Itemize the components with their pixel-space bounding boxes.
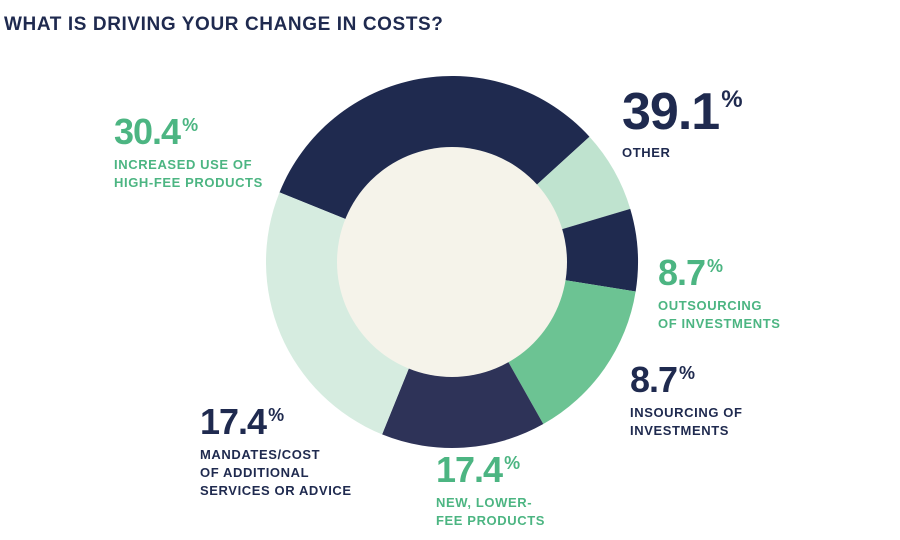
label-outsourcing: 8.7% OUTSOURCING OF INVESTMENTS — [658, 255, 781, 333]
category-label: OTHER — [622, 145, 671, 160]
category-label: NEW, LOWER- FEE PRODUCTS — [436, 495, 546, 528]
label-insourcing: 8.7% INSOURCING OF INVESTMENTS — [630, 362, 743, 440]
value-label: 17.4% — [200, 401, 284, 442]
value-label: 17.4% — [436, 449, 520, 490]
value-label: 8.7% — [630, 359, 695, 400]
value-label: 39.1% — [622, 83, 743, 141]
value-label: 8.7% — [658, 252, 723, 293]
category-label: OUTSOURCING OF INVESTMENTS — [658, 298, 781, 331]
label-other: 39.1% OTHER — [622, 83, 743, 162]
label-new-lower-fee: 17.4% NEW, LOWER- FEE PRODUCTS — [436, 452, 545, 530]
donut-hole — [337, 147, 567, 377]
category-label: MANDATES/COST OF ADDITIONAL SERVICES OR … — [200, 447, 352, 498]
chart-title: WHAT IS DRIVING YOUR CHANGE IN COSTS? — [4, 14, 444, 35]
category-label: INCREASED USE OF HIGH-FEE PRODUCTS — [114, 157, 263, 190]
label-mandates: 17.4% MANDATES/COST OF ADDITIONAL SERVIC… — [200, 404, 352, 500]
label-high-fee: 30.4% INCREASED USE OF HIGH-FEE PRODUCTS — [114, 114, 263, 192]
value-label: 30.4% — [114, 111, 198, 152]
category-label: INSOURCING OF INVESTMENTS — [630, 405, 743, 438]
